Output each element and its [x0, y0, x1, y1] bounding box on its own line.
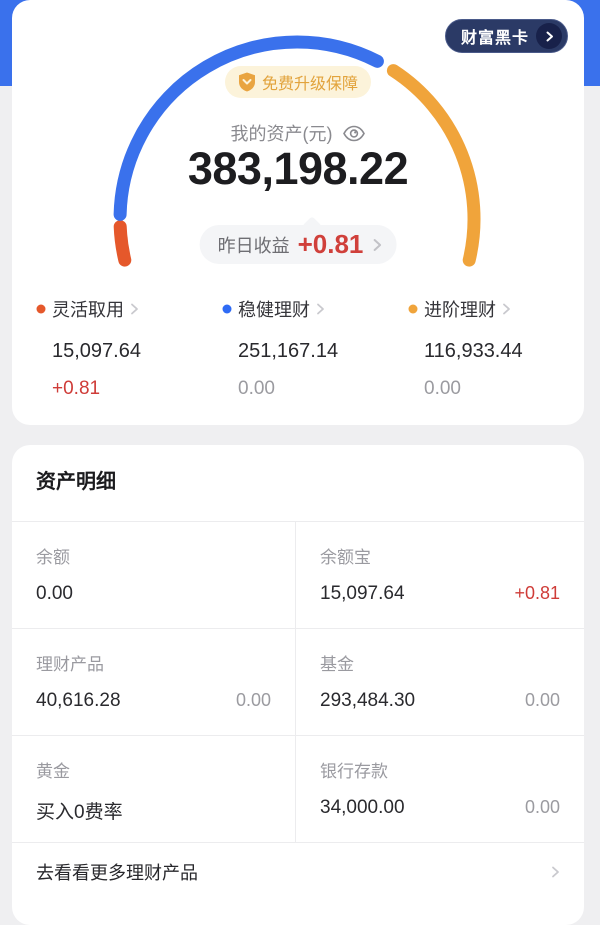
asset-details-grid: 余额 0.00 余额宝 15,097.64 +0.81 理财产品 40,616.… [12, 521, 584, 843]
upgrade-badge-label: 免费升级保障 [261, 76, 359, 93]
more-wealth-products-label: 去看看更多理财产品 [36, 863, 198, 883]
total-assets-value: 383,198.22 [187, 143, 409, 194]
cell-label: 基金 [320, 655, 354, 674]
eye-visibility-icon[interactable] [342, 125, 366, 142]
chevron-right-icon [131, 303, 138, 315]
chevron-right-icon [317, 303, 324, 315]
cell-value: 15,097.64 [320, 583, 405, 604]
cell-value: 0.00 [36, 583, 73, 604]
gauge-segment-blue [113, 35, 384, 221]
cell-label: 理财产品 [36, 655, 104, 674]
yesterday-earnings-button[interactable]: 昨日收益 +0.81 [199, 225, 397, 264]
category-flexible-access: 灵活取用 15,097.64 +0.81 [36, 296, 212, 400]
assets-overview-card: 财富黑卡 免费升级保障 我的资产(元) 383,198.22 昨日收益 +0.8… [12, 0, 584, 425]
cell-label: 余额 [36, 548, 70, 567]
cell-value: 买入0费率 [36, 802, 123, 823]
category-steady-wealth: 稳健理财 251,167.14 0.00 [222, 296, 398, 400]
category-value: 251,167.14 [238, 340, 339, 362]
dot-icon [222, 304, 232, 314]
chevron-right-circle-icon [536, 23, 562, 49]
cell-value: 293,484.30 [320, 690, 416, 711]
my-assets-label: 我的资产(元) [230, 124, 333, 144]
cell-value: 40,616.28 [36, 690, 121, 711]
asset-details-title: 资产明细 [36, 471, 116, 493]
wealth-black-card-button[interactable]: 财富黑卡 [444, 19, 568, 53]
yesterday-earnings-label: 昨日收益 [217, 235, 290, 256]
category-flexible-access-link[interactable]: 灵活取用 [36, 296, 212, 322]
category-advanced-wealth: 进阶理财 116,933.44 0.00 [408, 296, 584, 400]
cell-wealth-products[interactable]: 理财产品 40,616.28 0.00 [12, 629, 296, 735]
category-label: 进阶理财 [424, 300, 496, 320]
grid-row: 理财产品 40,616.28 0.00 基金 293,484.30 0.00 [12, 629, 584, 736]
free-upgrade-protection-badge[interactable]: 免费升级保障 [224, 66, 372, 98]
dot-icon [408, 304, 418, 314]
dot-icon [36, 304, 46, 314]
cell-label: 黄金 [36, 762, 70, 781]
category-steady-wealth-link[interactable]: 稳健理财 [222, 296, 398, 322]
grid-row: 黄金 买入0费率 银行存款 34,000.00 0.00 [12, 736, 584, 843]
yesterday-earnings-value: +0.81 [297, 229, 364, 259]
gauge-segment-orange [386, 64, 481, 267]
category-advanced-wealth-link[interactable]: 进阶理财 [408, 296, 584, 322]
grid-row: 余额 0.00 余额宝 15,097.64 +0.81 [12, 522, 584, 629]
cell-sub: 0.00 [524, 797, 560, 817]
cell-funds[interactable]: 基金 293,484.30 0.00 [296, 629, 584, 735]
category-change: 0.00 [238, 378, 275, 399]
category-change: 0.00 [424, 378, 461, 399]
shield-icon [238, 72, 255, 92]
cell-sub: 0.00 [235, 690, 271, 710]
category-label: 灵活取用 [52, 300, 124, 320]
more-wealth-products-link[interactable]: 去看看更多理财产品 [12, 843, 584, 885]
cell-yuebao[interactable]: 余额宝 15,097.64 +0.81 [296, 522, 584, 628]
chevron-right-icon [373, 238, 381, 251]
asset-details-card: 资产明细 余额 0.00 余额宝 15,097.64 +0.81 理财产品 [12, 445, 584, 925]
cell-value: 34,000.00 [320, 797, 405, 818]
asset-allocation-gauge [113, 35, 481, 267]
category-change: +0.81 [52, 378, 101, 399]
category-label: 稳健理财 [238, 300, 310, 320]
cell-label: 银行存款 [320, 762, 388, 781]
category-value: 116,933.44 [424, 340, 523, 362]
chevron-right-icon [552, 866, 559, 878]
chevron-right-icon [503, 303, 510, 315]
cell-sub: 0.00 [524, 690, 560, 710]
wealth-black-card-label: 财富黑卡 [460, 30, 529, 47]
cell-balance[interactable]: 余额 0.00 [12, 522, 296, 628]
cell-sub: +0.81 [514, 583, 560, 603]
cell-gold[interactable]: 黄金 买入0费率 [12, 736, 296, 842]
category-value: 15,097.64 [52, 340, 141, 362]
cell-bank-deposit[interactable]: 银行存款 34,000.00 0.00 [296, 736, 584, 842]
cell-label: 余额宝 [320, 548, 371, 567]
gauge-segment-red [113, 220, 132, 267]
